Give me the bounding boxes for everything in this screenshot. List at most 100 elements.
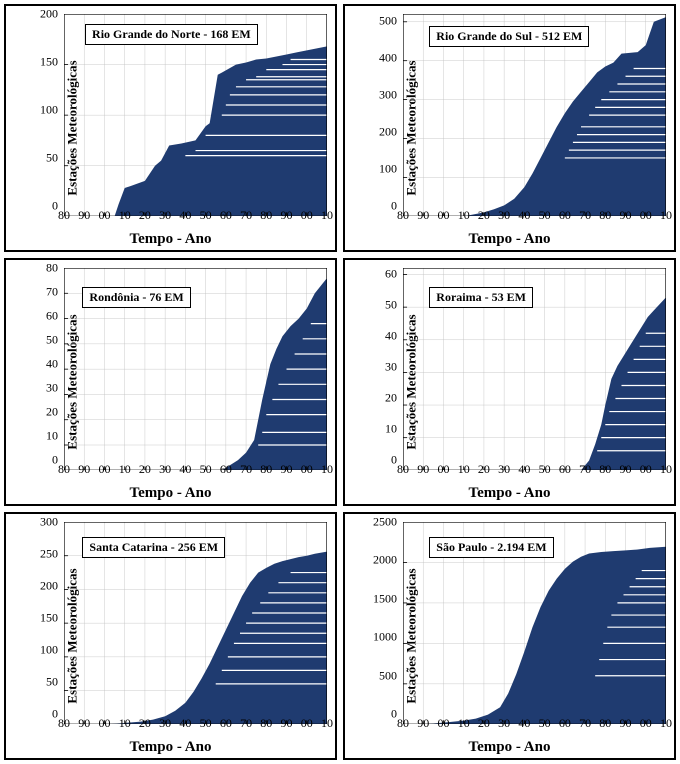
x-tick-label: 30: [498, 462, 510, 477]
x-tick-label: 00: [640, 716, 652, 731]
x-tick-label: 30: [159, 716, 171, 731]
x-tick-label: 50: [539, 208, 551, 223]
chart-title: Rondônia - 76 EM: [82, 287, 190, 308]
x-tick-label: 00: [640, 208, 652, 223]
x-tick-label: 00: [301, 716, 313, 731]
x-tick-label: 80: [260, 462, 272, 477]
y-tick-label: 300: [379, 88, 397, 103]
x-axis-label: Tempo - Ano: [345, 485, 674, 502]
plot-area: 8090001020304050607080900010050010001500…: [403, 522, 666, 714]
x-axis-label: Tempo - Ano: [6, 231, 335, 248]
x-tick-label: 90: [78, 208, 90, 223]
x-tick-label: 60: [220, 208, 232, 223]
x-tick-label: 80: [58, 716, 70, 731]
y-tick-label: 40: [46, 357, 58, 372]
x-tick-label: 20: [139, 208, 151, 223]
y-tick-label: 200: [40, 7, 58, 22]
x-tick-label: 90: [78, 716, 90, 731]
x-tick-label: 30: [498, 208, 510, 223]
y-tick-label: 50: [46, 675, 58, 690]
x-tick-label: 90: [620, 716, 632, 731]
y-tick-label: 50: [46, 151, 58, 166]
x-tick-label: 60: [559, 462, 571, 477]
x-tick-label: 70: [240, 462, 252, 477]
x-tick-label: 80: [260, 716, 272, 731]
x-tick-label: 40: [518, 716, 530, 731]
plot-area: 8090001020304050607080900010050100150200…: [64, 14, 327, 206]
x-tick-label: 80: [599, 716, 611, 731]
y-tick-label: 500: [379, 14, 397, 29]
y-tick-label: 80: [46, 261, 58, 276]
x-tick-label: 80: [58, 462, 70, 477]
x-tick-label: 10: [458, 462, 470, 477]
x-tick-label: 60: [559, 716, 571, 731]
y-tick-label: 0: [52, 707, 58, 722]
y-tick-label: 20: [46, 405, 58, 420]
x-tick-label: 70: [579, 208, 591, 223]
x-tick-label: 00: [301, 462, 313, 477]
x-tick-label: 00: [98, 462, 110, 477]
x-tick-label: 10: [321, 208, 333, 223]
x-tick-label: 50: [539, 716, 551, 731]
x-tick-label: 90: [620, 462, 632, 477]
y-tick-label: 100: [379, 162, 397, 177]
y-tick-label: 200: [40, 579, 58, 594]
x-axis-label: Tempo - Ano: [6, 739, 335, 756]
x-tick-label: 90: [78, 462, 90, 477]
x-tick-label: 40: [518, 462, 530, 477]
x-tick-label: 80: [397, 462, 409, 477]
chart-title: Roraima - 53 EM: [429, 287, 533, 308]
x-tick-label: 80: [397, 716, 409, 731]
chart-panel: Estações MeteorológicasTempo - Ano809000…: [4, 512, 337, 760]
x-tick-label: 40: [179, 716, 191, 731]
x-tick-label: 10: [119, 462, 131, 477]
y-tick-label: 250: [40, 547, 58, 562]
y-tick-label: 50: [385, 298, 397, 313]
y-tick-label: 0: [391, 199, 397, 214]
y-tick-label: 0: [52, 453, 58, 468]
x-tick-label: 10: [321, 716, 333, 731]
y-tick-label: 30: [385, 360, 397, 375]
x-tick-label: 10: [321, 462, 333, 477]
x-axis-label: Tempo - Ano: [345, 739, 674, 756]
y-tick-label: 2000: [373, 553, 397, 568]
x-tick-label: 80: [599, 462, 611, 477]
chart-title: Santa Catarina - 256 EM: [82, 537, 225, 558]
x-tick-label: 70: [240, 716, 252, 731]
y-tick-label: 100: [40, 643, 58, 658]
y-tick-label: 60: [385, 267, 397, 282]
y-tick-label: 150: [40, 611, 58, 626]
chart-panel: Estações MeteorológicasTempo - Ano809000…: [343, 258, 676, 506]
plot-area: 8090001020304050607080900010010203040506…: [64, 268, 327, 460]
y-tick-label: 200: [379, 125, 397, 140]
x-tick-label: 80: [599, 208, 611, 223]
x-tick-label: 70: [579, 462, 591, 477]
x-tick-label: 20: [478, 208, 490, 223]
x-tick-label: 00: [98, 716, 110, 731]
x-tick-label: 80: [397, 208, 409, 223]
chart-panel: Estações MeteorológicasTempo - Ano809000…: [4, 258, 337, 506]
x-tick-label: 10: [119, 208, 131, 223]
x-tick-label: 30: [159, 208, 171, 223]
plot-area: 8090001020304050607080900010010203040506…: [403, 268, 666, 460]
x-tick-label: 90: [281, 716, 293, 731]
y-tick-label: 0: [391, 453, 397, 468]
x-tick-label: 00: [437, 208, 449, 223]
x-tick-label: 80: [260, 208, 272, 223]
y-tick-label: 2500: [373, 515, 397, 530]
x-axis-label: Tempo - Ano: [345, 231, 674, 248]
x-axis-label: Tempo - Ano: [6, 485, 335, 502]
x-tick-label: 20: [478, 462, 490, 477]
chart-panel: Estações MeteorológicasTempo - Ano809000…: [4, 4, 337, 252]
x-tick-label: 20: [139, 716, 151, 731]
x-tick-label: 00: [98, 208, 110, 223]
y-tick-label: 100: [40, 103, 58, 118]
y-tick-label: 40: [385, 329, 397, 344]
x-tick-label: 70: [579, 716, 591, 731]
chart-title: Rio Grande do Norte - 168 EM: [85, 24, 258, 45]
x-tick-label: 20: [139, 462, 151, 477]
y-tick-label: 20: [385, 391, 397, 406]
x-tick-label: 40: [518, 208, 530, 223]
x-tick-label: 90: [620, 208, 632, 223]
x-tick-label: 90: [417, 462, 429, 477]
